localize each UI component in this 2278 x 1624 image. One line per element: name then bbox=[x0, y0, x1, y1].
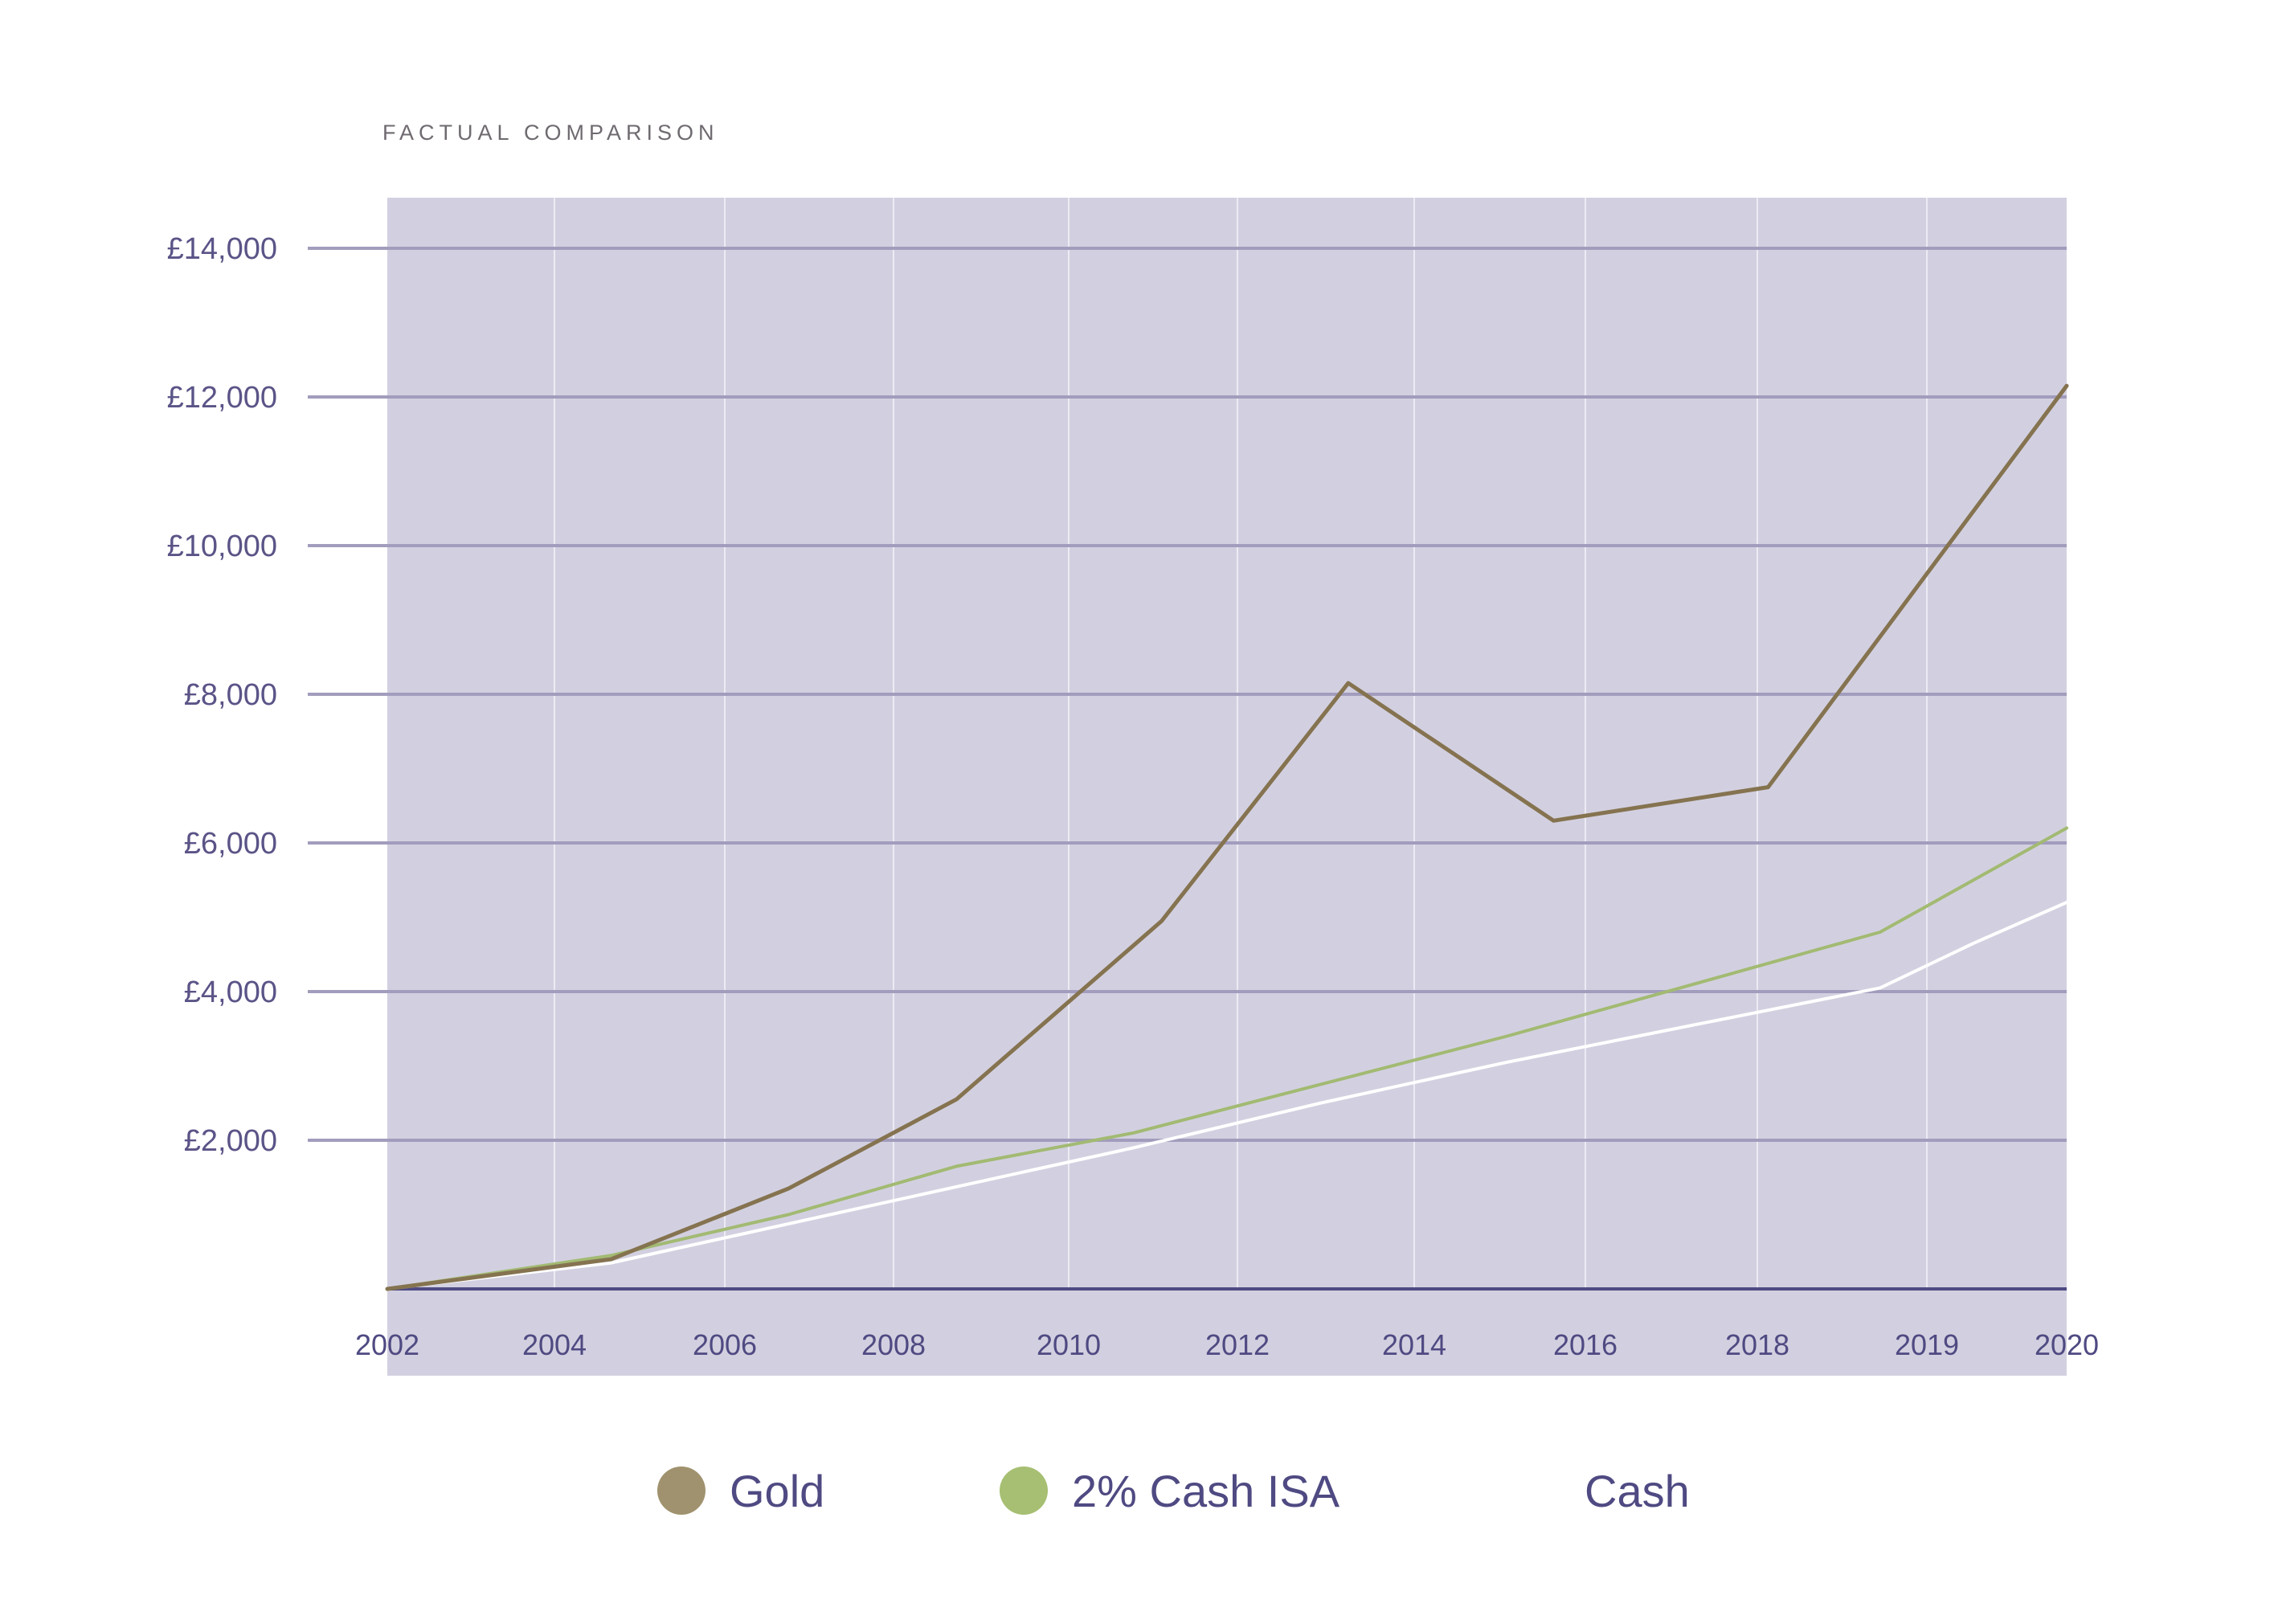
x-tick-label: 2012 bbox=[1205, 1328, 1270, 1361]
horizontal-grid bbox=[308, 247, 2067, 1142]
x-tick-label: 2020 bbox=[2035, 1328, 2099, 1361]
legend-item-cash: Cash bbox=[1512, 1458, 1690, 1523]
vertical-grid bbox=[554, 198, 1928, 1289]
y-tick-label: £2,000 bbox=[184, 1124, 277, 1158]
x-tick-label: 2004 bbox=[522, 1328, 587, 1361]
y-axis: £2,000 £4,000 £6,000 £8,000 £10,000 £12,000 £1… bbox=[167, 232, 277, 1158]
cash-swatch-icon bbox=[1512, 1467, 1560, 1515]
x-tick-label: 2002 bbox=[355, 1328, 419, 1361]
y-tick-label: £10,000 bbox=[167, 530, 277, 563]
legend-label-cash: Cash bbox=[1585, 1465, 1690, 1516]
x-tick-label: 2019 bbox=[1895, 1328, 1959, 1361]
y-tick-label: £4,000 bbox=[184, 976, 277, 1009]
cash-series-line bbox=[386, 901, 2068, 1291]
x-tick-label: 2014 bbox=[1382, 1328, 1446, 1361]
y-tick-label: £8,000 bbox=[184, 678, 277, 712]
x-tick-label: 2010 bbox=[1037, 1328, 1101, 1361]
x-tick-label: 2016 bbox=[1553, 1328, 1618, 1361]
x-tick-label: 2008 bbox=[861, 1328, 926, 1361]
legend-label-gold: Gold bbox=[730, 1465, 825, 1516]
gold-series-line bbox=[385, 383, 2069, 1291]
x-axis: 2002 2004 2006 2008 2010 2012 2014 2016 2018 2019… bbox=[355, 1328, 2099, 1361]
legend-item-cash-isa: 2% Cash ISA bbox=[1000, 1458, 1339, 1523]
chart-subtitle: FACTUAL COMPARISON bbox=[382, 121, 719, 145]
cash-isa-series-line bbox=[386, 826, 2068, 1291]
y-tick-label: £12,000 bbox=[167, 381, 277, 415]
gold-swatch-icon bbox=[657, 1467, 705, 1515]
x-tick-label: 2006 bbox=[693, 1328, 757, 1361]
cash-isa-swatch-icon bbox=[1000, 1467, 1048, 1515]
legend-label-cash-isa: 2% Cash ISA bbox=[1072, 1465, 1340, 1516]
y-tick-label: £14,000 bbox=[167, 232, 277, 266]
x-tick-label: 2018 bbox=[1725, 1328, 1789, 1361]
plot-area bbox=[387, 198, 2067, 1376]
series-layer bbox=[385, 383, 2069, 1291]
y-tick-label: £6,000 bbox=[184, 827, 277, 861]
legend-item-gold: Gold bbox=[657, 1458, 824, 1523]
